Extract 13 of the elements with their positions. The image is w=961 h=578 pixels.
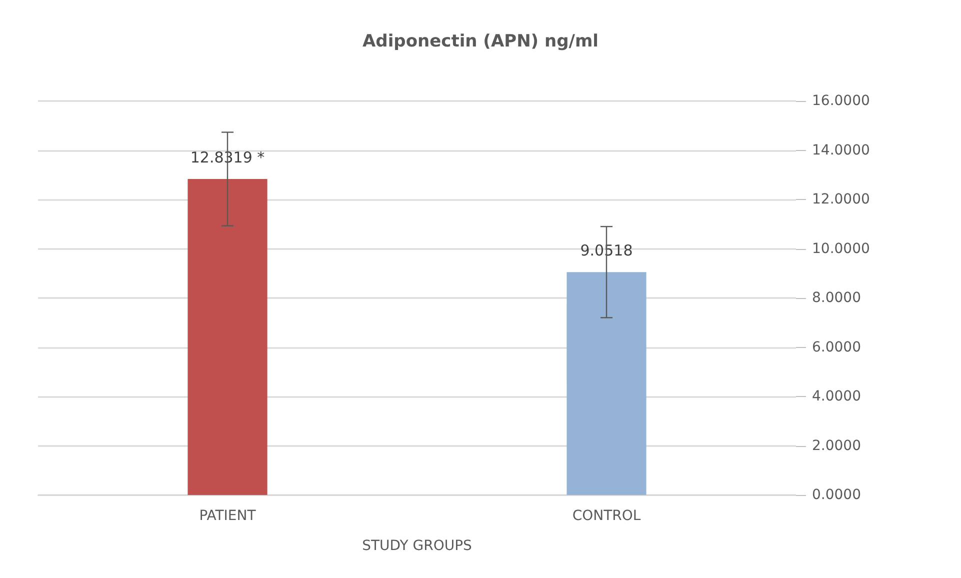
y-tick-label: 4.0000 <box>812 388 861 404</box>
y-tick-label: 2.0000 <box>812 438 861 454</box>
y-tick-label: 10.0000 <box>812 240 870 257</box>
chart-title: Adiponectin (APN) ng/ml <box>362 32 599 52</box>
x-tick-label: CONTROL <box>572 508 641 524</box>
y-tick-label: 8.0000 <box>812 290 861 306</box>
y-tick-label: 6.0000 <box>812 339 861 356</box>
y-tick-label: 16.0000 <box>812 93 870 109</box>
y-tick-label: 12.0000 <box>812 192 870 208</box>
x-tick-label: PATIENT <box>199 508 256 524</box>
y-tick-label: 0.0000 <box>812 487 861 503</box>
y-tick-label: 14.0000 <box>812 142 870 158</box>
x-axis-title: STUDY GROUPS <box>362 538 472 554</box>
